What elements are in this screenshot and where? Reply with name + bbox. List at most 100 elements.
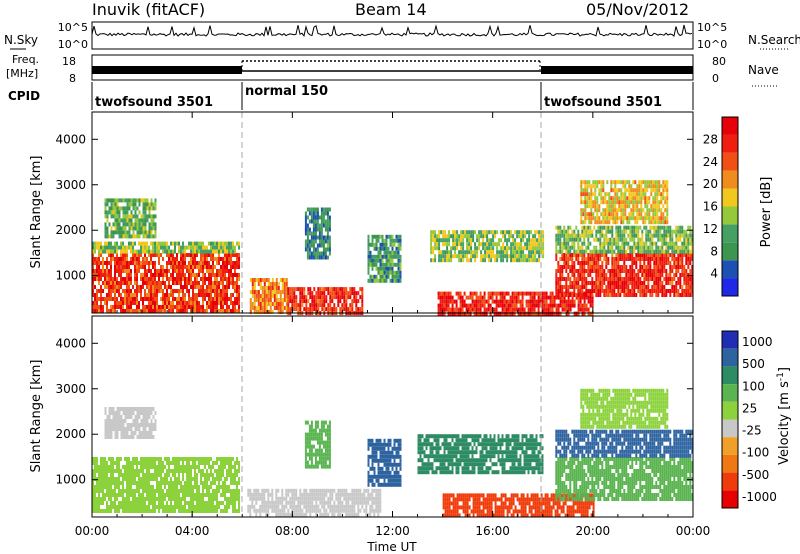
power-colorbar-tick: 4 [710,267,718,281]
velocity-label-sup: -1 [776,372,786,381]
x-tick-label: 12:00 [375,524,410,538]
date-title: 05/Nov/2012 [586,0,690,19]
power-region-10 [555,253,694,297]
cpid-label: CPID [8,89,40,103]
velocity-region-7 [442,493,595,518]
power-region-1 [92,253,240,313]
power-colorbar: 4 8 12 16 20 24 28 [703,116,739,297]
velocity-panel: 1000 2000 3000 4000 Slant Range [km] 1000 50… [29,315,792,518]
power-ytick-label: 4000 [55,132,86,146]
power-region-9 [437,291,594,316]
x-tick-label: 00:00 [75,524,110,538]
freq-bars [92,66,693,74]
x-tick-label: 04:00 [175,524,210,538]
velocity-region-6 [417,434,544,475]
power-colorbar-swatch [722,188,738,207]
power-colorbar-tick: 28 [703,132,718,146]
velocity-colorbar-swatch [722,366,738,385]
velocity-region-10 [580,388,669,429]
freq-panel: Freq. [MHz] 18 8 80 0 Nave [6,53,779,87]
cpid-panel: CPID twofsound 3501 normal 150 twofsound… [8,82,694,110]
velocity-colorbar-tick: -1000 [742,490,777,504]
noise-right-tick-top: 10^5 [697,21,727,34]
power-region-11 [555,225,694,254]
velocity-colorbar-frame [721,330,739,509]
power-y-ticks: 1000 2000 3000 4000 [55,132,693,283]
velocity-region-2 [104,407,157,439]
power-colorbar-swatch [722,152,738,171]
x-axis: 00:00 04:00 08:00 12:00 16:00 20:00 00:00 [75,112,711,538]
velocity-ytick-label: 2000 [55,427,86,441]
velocity-y-ticks: 1000 2000 3000 4000 [55,336,693,487]
freq-left-tick-top: 18 [62,55,76,68]
power-colorbar-tick: 20 [703,177,718,191]
freq-label-line1: Freq. [12,53,39,66]
power-colorbar-swatch [722,117,738,135]
velocity-colorbar-swatch [722,437,738,455]
power-region-12 [580,180,669,225]
station-title: Inuvik (fitACF) [92,0,206,19]
velocity-colorbar: 1000 500 100 25 -25 -100 -500 -1000 [721,330,777,509]
velocity-label-main: Velocity [m s [777,381,792,465]
noise-left-tick-top: 10^5 [58,21,88,34]
velocity-region-4 [304,420,331,469]
velocity-region-8 [555,457,694,501]
velocity-colorbar-swatch [722,454,738,473]
power-colorbar-tick: 24 [703,155,718,169]
velocity-ylabel: Slant Range [km] [29,360,44,473]
power-ytick-label: 3000 [55,178,86,192]
power-region-6 [304,207,331,260]
x-axis-label: Time UT [366,540,417,554]
cpid-segment-1: twofsound 3501 [95,95,213,110]
power-colorbar-swatch [722,260,738,279]
x-tick-label: 16:00 [475,524,510,538]
velocity-region-1 [92,457,240,513]
beam-title: Beam 14 [355,0,427,19]
power-ytick-label: 2000 [55,223,86,237]
velocity-ytick-label: 3000 [55,382,86,396]
power-colorbar-frame [721,116,739,297]
velocity-colorbar-tick: 1000 [742,335,773,349]
x-tick-label: 08:00 [275,524,310,538]
x-tick-label: 00:00 [676,524,711,538]
power-region-4 [249,278,288,314]
velocity-region-3 [247,488,382,517]
velocity-colorbar-tick: -500 [742,468,769,482]
power-colorbar-tick: 12 [703,222,718,236]
power-region-3 [104,198,157,239]
freq-left-tick-bottom: 8 [69,72,76,85]
velocity-colorbar-swatch [722,401,738,420]
power-colorbar-tick: 8 [710,244,718,258]
freq-right-tick-top: 80 [712,55,726,68]
power-colorbar-swatch [722,170,738,189]
velocity-colorbar-swatch [722,419,738,438]
velocity-region-9 [555,429,694,458]
noise-panel: N.Sky 10^5 10^0 10^5 10^0 N.Search [4,21,800,51]
velocity-label-end: ] [777,367,792,372]
velocity-region-5 [367,438,402,487]
velocity-ytick-label: 4000 [55,336,86,350]
noise-trace [91,24,693,38]
power-region-2 [92,241,240,254]
velocity-colorbar-tick: -25 [742,424,762,438]
power-region-5 [287,287,364,316]
power-colorbar-swatch [722,242,738,261]
velocity-colorbar-swatch [722,490,738,508]
freq-band-1 [92,66,242,74]
nave-label: Nave [748,63,779,77]
velocity-data [92,388,694,518]
power-colorbar-swatch [722,206,738,225]
velocity-colorbar-swatch [722,384,738,402]
velocity-colorbar-tick: -100 [742,446,769,460]
velocity-colorbar-swatch [722,331,738,349]
x-tick-label: 20:00 [576,524,611,538]
cpid-segment-3: twofsound 3501 [544,95,662,110]
power-region-7 [367,234,402,283]
velocity-colorbar-tick: 500 [742,357,765,371]
power-colorbar-tick: 16 [703,200,718,214]
velocity-colorbar-swatch [722,348,738,367]
power-colorbar-swatch [722,224,738,243]
freq-right-tick-bottom: 0 [712,72,719,85]
power-data [92,180,694,316]
velocity-colorbar-swatch [722,472,738,491]
